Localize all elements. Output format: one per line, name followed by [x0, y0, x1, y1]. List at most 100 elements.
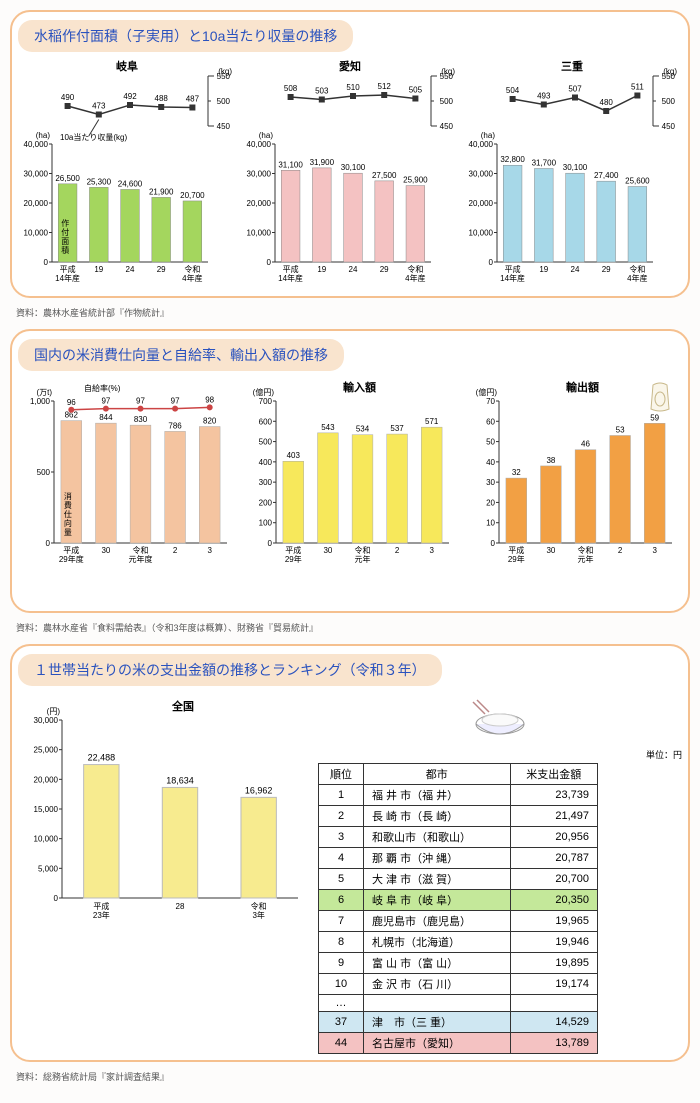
svg-text:3年: 3年	[252, 910, 264, 920]
svg-text:46: 46	[581, 440, 590, 449]
svg-text:25,900: 25,900	[403, 176, 428, 185]
svg-text:令和: 令和	[251, 901, 267, 911]
svg-text:97: 97	[170, 397, 179, 406]
svg-text:97: 97	[101, 397, 110, 406]
svg-text:550: 550	[662, 72, 676, 81]
svg-text:19: 19	[540, 265, 549, 274]
svg-text:(億円): (億円)	[253, 387, 275, 397]
svg-text:504: 504	[506, 86, 520, 95]
svg-text:輸出額: 輸出額	[566, 380, 599, 394]
svg-text:2: 2	[173, 546, 178, 555]
svg-text:30: 30	[547, 546, 556, 555]
svg-text:50: 50	[486, 438, 495, 447]
section3-title: １世帯当たりの米の支出金額の推移とランキング（令和３年）	[18, 654, 442, 686]
svg-text:平成: 平成	[282, 264, 298, 274]
svg-text:3: 3	[653, 546, 658, 555]
svg-text:18,634: 18,634	[166, 775, 194, 785]
svg-text:550: 550	[217, 72, 231, 81]
svg-text:(ha): (ha)	[36, 131, 51, 140]
svg-text:令和: 令和	[407, 264, 423, 274]
svg-text:三重: 三重	[561, 60, 583, 73]
svg-text:3: 3	[207, 546, 212, 555]
section-consumption: 国内の米消費仕向量と自給率、輸出入額の推移 (万t)05001,00086284…	[10, 329, 690, 613]
svg-text:30,000: 30,000	[24, 170, 49, 179]
svg-text:自給率(%): 自給率(%)	[84, 383, 121, 393]
svg-text:70: 70	[486, 397, 495, 406]
svg-text:571: 571	[426, 417, 440, 426]
svg-text:492: 492	[123, 92, 137, 101]
svg-text:450: 450	[217, 122, 231, 131]
svg-text:507: 507	[569, 85, 583, 94]
section1-charts: 岐阜(kg)450500550490473492488487(ha)010,00…	[18, 60, 682, 290]
svg-text:40,000: 40,000	[246, 140, 271, 149]
svg-text:4年産: 4年産	[628, 273, 648, 283]
svg-text:0: 0	[54, 894, 59, 903]
svg-text:31,100: 31,100	[278, 160, 303, 169]
svg-text:10,000: 10,000	[469, 229, 494, 238]
svg-text:令和: 令和	[578, 545, 594, 555]
svg-text:14年産: 14年産	[278, 273, 303, 283]
svg-text:平成: 平成	[286, 545, 302, 555]
svg-text:30: 30	[101, 546, 110, 555]
svg-text:490: 490	[61, 93, 75, 102]
svg-text:30,000: 30,000	[246, 170, 271, 179]
svg-text:30,100: 30,100	[340, 163, 365, 172]
section3-footnote: 資料：総務省統計局『家計調査結果』	[16, 1070, 690, 1083]
svg-text:元年度: 元年度	[128, 554, 152, 564]
ranking-table: 順位都市米支出金額1福 井 市（福 井）23,7392長 崎 市（長 崎）21,…	[318, 763, 598, 1054]
svg-text:820: 820	[203, 417, 217, 426]
svg-text:300: 300	[259, 478, 273, 487]
svg-text:平成: 平成	[63, 545, 79, 555]
svg-text:543: 543	[322, 423, 336, 432]
rice-bowl-icon	[465, 694, 535, 744]
svg-text:25,300: 25,300	[87, 177, 112, 186]
svg-text:510: 510	[346, 83, 360, 92]
svg-text:0: 0	[268, 539, 273, 548]
svg-text:0: 0	[266, 258, 271, 267]
svg-text:10a当たり収量(kg): 10a当たり収量(kg)	[60, 132, 127, 142]
svg-text:98: 98	[205, 395, 214, 404]
svg-text:488: 488	[155, 94, 169, 103]
table-unit: 単位：円	[318, 748, 682, 761]
svg-text:14年産: 14年産	[500, 273, 525, 283]
svg-text:3: 3	[430, 546, 435, 555]
svg-text:500: 500	[259, 438, 273, 447]
svg-text:505: 505	[408, 86, 422, 95]
svg-text:29年: 29年	[508, 554, 525, 564]
svg-text:493: 493	[537, 92, 551, 101]
svg-text:830: 830	[134, 415, 148, 424]
svg-text:450: 450	[662, 122, 676, 131]
svg-text:400: 400	[259, 458, 273, 467]
svg-text:96: 96	[67, 398, 76, 407]
svg-text:(ha): (ha)	[258, 131, 273, 140]
svg-text:令和: 令和	[630, 264, 646, 274]
svg-text:面: 面	[61, 237, 69, 246]
svg-text:19: 19	[94, 265, 103, 274]
svg-text:550: 550	[439, 72, 453, 81]
svg-text:(ha): (ha)	[481, 131, 496, 140]
section2-charts: (万t)05001,000862844830786820平成29年度30令和元年…	[18, 379, 682, 605]
svg-text:500: 500	[217, 97, 231, 106]
svg-text:60: 60	[486, 417, 495, 426]
svg-text:30,000: 30,000	[34, 716, 59, 725]
svg-text:0: 0	[491, 539, 496, 548]
svg-text:1,000: 1,000	[30, 397, 51, 406]
svg-text:元年: 元年	[578, 554, 594, 564]
svg-text:23年: 23年	[93, 910, 110, 920]
svg-text:令和: 令和	[184, 264, 200, 274]
svg-text:786: 786	[168, 421, 182, 430]
svg-text:28: 28	[176, 902, 185, 911]
svg-text:31,900: 31,900	[309, 158, 334, 167]
svg-text:22,488: 22,488	[88, 753, 116, 763]
svg-text:5,000: 5,000	[38, 864, 59, 873]
svg-text:32,800: 32,800	[501, 155, 526, 164]
svg-text:積: 積	[61, 245, 69, 255]
section-household: １世帯当たりの米の支出金額の推移とランキング（令和３年） 全国(円)05,000…	[10, 644, 690, 1062]
svg-text:21,900: 21,900	[149, 187, 174, 196]
svg-text:平成: 平成	[93, 901, 109, 911]
svg-text:200: 200	[259, 498, 273, 507]
svg-text:29: 29	[602, 265, 611, 274]
svg-text:600: 600	[259, 417, 273, 426]
svg-text:31,700: 31,700	[532, 158, 557, 167]
svg-text:費: 費	[64, 500, 72, 510]
